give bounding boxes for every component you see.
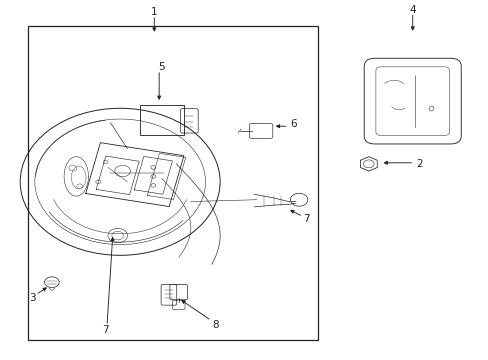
Text: 4: 4 [408, 5, 415, 15]
Text: 1: 1 [151, 7, 157, 17]
Text: 5: 5 [158, 62, 164, 72]
Bar [27, 26, 317, 339]
Text: 8: 8 [211, 320, 218, 329]
Text: 6: 6 [289, 119, 296, 129]
Bar [140, 105, 183, 135]
Text: 7: 7 [102, 325, 109, 335]
Text: 3: 3 [29, 293, 36, 303]
Text: 7: 7 [302, 215, 308, 224]
Text: 2: 2 [415, 159, 422, 169]
